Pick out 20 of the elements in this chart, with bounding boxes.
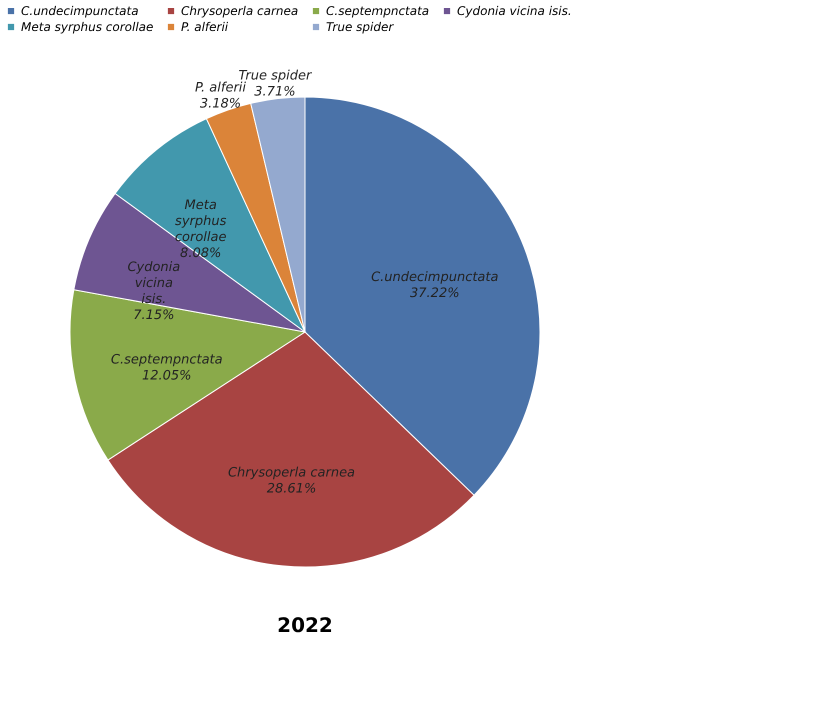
text: 2022 [277, 613, 333, 637]
data-label: 3.18% [200, 96, 242, 112]
data-label: 37.22% [410, 286, 460, 301]
legend-label: Meta syrphus corollae [21, 20, 154, 34]
legend-label: C.undecimpunctata [21, 4, 139, 18]
slice-label: Chrysoperla carnea [228, 465, 356, 480]
data-label: 7.15% [133, 308, 174, 324]
legend-label: P. alferii [181, 20, 229, 34]
data-label: 28.61% [266, 481, 316, 496]
slice-label: C.undecimpunctata [371, 270, 498, 285]
slice-label: C.septempnctata [110, 352, 223, 368]
legend-label: Chrysoperla carnea [181, 4, 298, 18]
legend-label: True spider [326, 20, 394, 34]
legend-label: C.septempnctata [326, 4, 430, 18]
slice-label: P. alferii [194, 80, 246, 96]
slice-label: Cydonia vicina isis. [127, 260, 180, 308]
data-label: 3.71% [254, 84, 296, 100]
data-label: 12.05% [142, 368, 192, 384]
slice-label: Meta syrphus corollae [174, 198, 227, 245]
legend-label: Cydonia vicina isis. [457, 4, 572, 18]
